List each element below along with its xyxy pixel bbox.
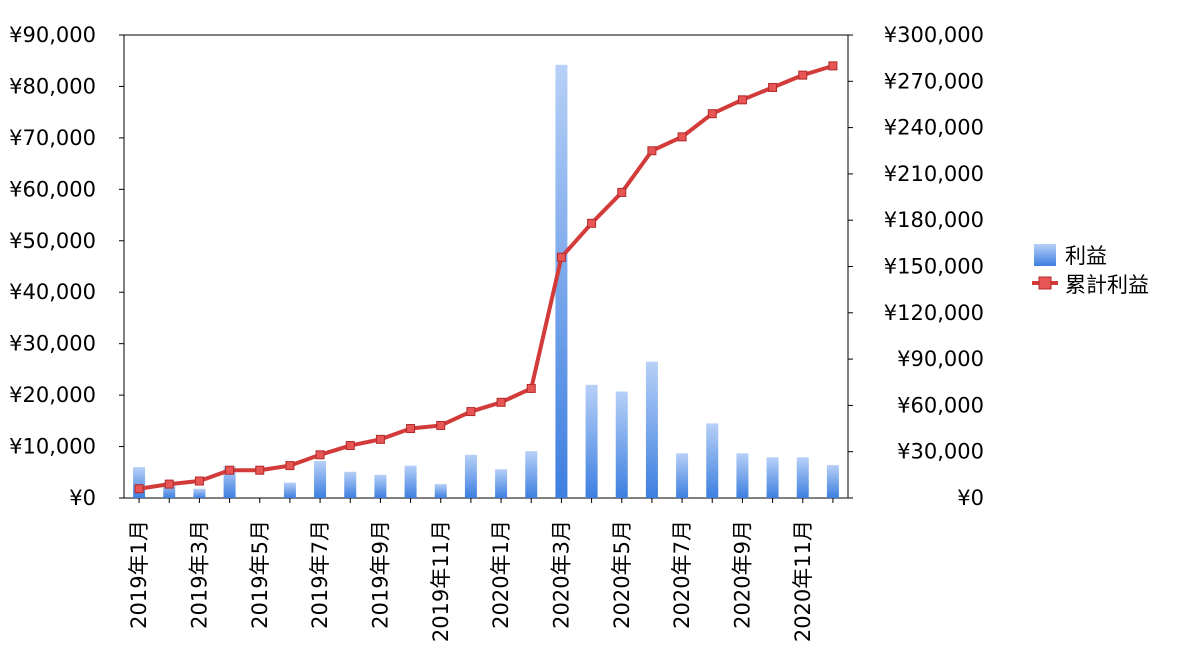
profit-bar <box>314 460 327 498</box>
left-axis-tick-label: ¥10,000 <box>9 435 96 459</box>
plot-area-border <box>123 34 849 499</box>
cumulative-profit-line <box>134 61 838 494</box>
cumulative-profit-marker <box>194 476 204 486</box>
cumulative-profit-marker <box>375 434 385 444</box>
profit-bar <box>374 474 387 498</box>
legend-label-profit: 利益 <box>1065 244 1107 268</box>
profit-bar <box>464 454 477 498</box>
cumulative-profit-marker <box>164 479 174 489</box>
right-axis-tick-label: ¥120,000 <box>884 301 984 325</box>
cumulative-profit-marker <box>707 109 717 119</box>
profit-bar <box>615 391 628 498</box>
right-axis-tick-label: ¥300,000 <box>884 23 984 47</box>
x-axis-tick-label: 2019年11月 <box>429 520 453 642</box>
cumulative-profit-marker <box>255 465 265 475</box>
profit-bars <box>133 64 839 499</box>
x-axis-tick-label: 2019年5月 <box>248 520 272 629</box>
left-axis-tick-label: ¥50,000 <box>9 229 96 253</box>
left-axis-tick-label: ¥30,000 <box>9 332 96 356</box>
cumulative-profit-marker <box>436 420 446 430</box>
x-axis-tick-label: 2020年5月 <box>610 520 634 629</box>
right-axis-tick-label: ¥240,000 <box>884 116 984 140</box>
profit-bar <box>344 471 357 498</box>
cumulative-profit-marker <box>556 252 566 262</box>
legend: 利益 累計利益 <box>1032 244 1149 297</box>
profit-bar <box>133 467 146 498</box>
cumulative-profit-marker <box>496 397 506 407</box>
cumulative-profit-marker <box>587 218 597 228</box>
profit-bar <box>826 465 839 498</box>
cumulative-profit-marker <box>768 82 778 92</box>
profit-bar <box>736 453 749 498</box>
legend-label-cumulative: 累計利益 <box>1065 273 1149 297</box>
x-axis-tick-label: 2019年9月 <box>368 520 392 629</box>
left-axis-tick-label: ¥70,000 <box>9 126 96 150</box>
right-axis-tick-label: ¥210,000 <box>884 162 984 186</box>
legend-marker-cumulative <box>1038 276 1052 290</box>
cumulative-profit-marker <box>737 95 747 105</box>
x-axis-tick-label: 2019年7月 <box>308 520 332 629</box>
cumulative-profit-polyline <box>138 63 834 491</box>
cumulative-profit-marker <box>466 407 476 417</box>
cumulative-profit-marker <box>134 484 144 494</box>
plot-frame <box>123 34 849 499</box>
cumulative-profit-marker <box>225 465 235 475</box>
cumulative-profit-marker <box>526 383 536 393</box>
cumulative-profit-marker <box>617 187 627 197</box>
profit-bar <box>434 484 447 498</box>
x-axis-tick-label: 2019年1月 <box>127 520 151 629</box>
x-axis-tick-label: 2019年3月 <box>187 520 211 629</box>
right-axis-tick-label: ¥90,000 <box>897 347 984 371</box>
cumulative-profit-marker <box>828 61 838 71</box>
right-axis-tick-label: ¥180,000 <box>884 208 984 232</box>
profit-bar <box>766 457 779 498</box>
x-axis-tick-label: 2020年1月 <box>489 520 513 629</box>
left-y-axis: ¥0 ¥10,000 ¥20,000 ¥30,000 ¥40,000 ¥50,000 ¥60… <box>9 23 124 510</box>
profit-bar <box>676 453 689 498</box>
left-axis-tick-label: ¥0 <box>69 486 96 510</box>
profit-bar <box>706 423 719 498</box>
x-axis-tick-label: 2020年11月 <box>791 520 815 642</box>
right-axis-tick-label: ¥0 <box>957 486 984 510</box>
legend-swatch-profit <box>1034 244 1056 266</box>
profit-bar <box>585 384 598 498</box>
left-axis-tick-label: ¥40,000 <box>9 280 96 304</box>
cumulative-profit-marker <box>285 461 295 471</box>
x-axis-tick-label: 2020年3月 <box>549 520 573 629</box>
profit-bar <box>645 361 658 498</box>
left-axis-tick-label: ¥80,000 <box>9 74 96 98</box>
right-axis-tick-label: ¥30,000 <box>897 440 984 464</box>
left-axis-tick-label: ¥90,000 <box>9 23 96 47</box>
profit-bar <box>525 451 538 498</box>
cumulative-profit-marker <box>406 424 416 434</box>
cumulative-profit-marker <box>677 132 687 142</box>
left-axis-tick-label: ¥60,000 <box>9 177 96 201</box>
x-axis: 2019年1月 2019年3月 2019年5月 2019年7月 2019年9月 2019年… <box>127 498 834 642</box>
profit-bar <box>193 488 206 498</box>
cumulative-profit-marker <box>798 70 808 80</box>
profit-bar <box>796 457 809 498</box>
left-axis-tick-label: ¥20,000 <box>9 383 96 407</box>
profit-bar <box>283 482 296 498</box>
profit-bar <box>404 465 417 498</box>
x-axis-tick-label: 2020年7月 <box>670 520 694 629</box>
cumulative-profit-marker <box>315 450 325 460</box>
right-axis-tick-label: ¥60,000 <box>897 393 984 417</box>
profit-bar <box>495 469 508 498</box>
right-axis-tick-label: ¥270,000 <box>884 69 984 93</box>
right-y-axis: ¥0 ¥30,000 ¥60,000 ¥90,000 ¥120,000 ¥150,000 ¥… <box>848 23 984 510</box>
cumulative-profit-marker <box>647 146 657 156</box>
cumulative-profit-marker <box>345 441 355 451</box>
x-axis-tick-label: 2020年9月 <box>730 520 754 629</box>
profit-bar <box>555 64 568 499</box>
right-axis-tick-label: ¥150,000 <box>884 255 984 279</box>
